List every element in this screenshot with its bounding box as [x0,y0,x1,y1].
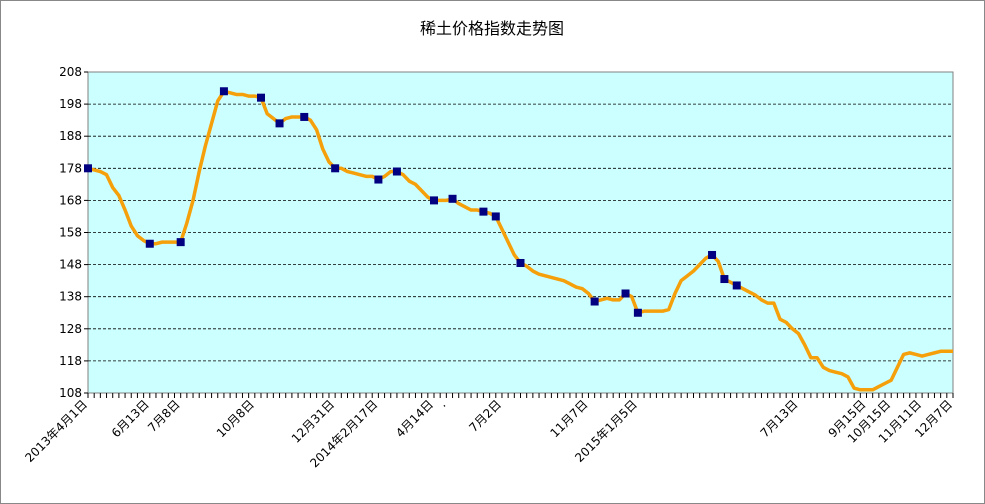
marker [257,93,265,102]
marker [430,196,438,205]
marker [275,119,284,128]
y-tick-label: 118 [59,354,82,368]
marker [479,207,488,216]
y-tick-label: 178 [59,161,82,175]
marker [84,164,92,173]
y-tick-label: 108 [59,386,82,400]
y-tick-label: 148 [59,258,82,272]
marker [516,258,525,267]
marker [720,275,729,284]
marker [448,194,457,203]
marker [708,250,717,259]
marker [633,308,642,317]
y-tick-label: 188 [59,129,82,143]
marker [374,175,383,184]
y-tick-label: 128 [59,322,82,336]
marker [732,281,741,290]
marker [621,289,630,298]
marker [300,112,309,121]
y-tick-label: 138 [59,290,82,304]
marker [145,239,154,248]
marker [392,167,401,176]
marker [176,238,185,247]
y-tick-label: 158 [59,226,82,240]
marker [491,212,500,221]
chart-title: 稀土价格指数走势图 [420,19,564,38]
marker [219,87,228,96]
y-tick-label: 168 [59,193,82,207]
y-tick-label: 208 [59,65,82,79]
y-tick-label: 198 [59,97,82,111]
marker [331,164,340,173]
marker [590,297,599,306]
